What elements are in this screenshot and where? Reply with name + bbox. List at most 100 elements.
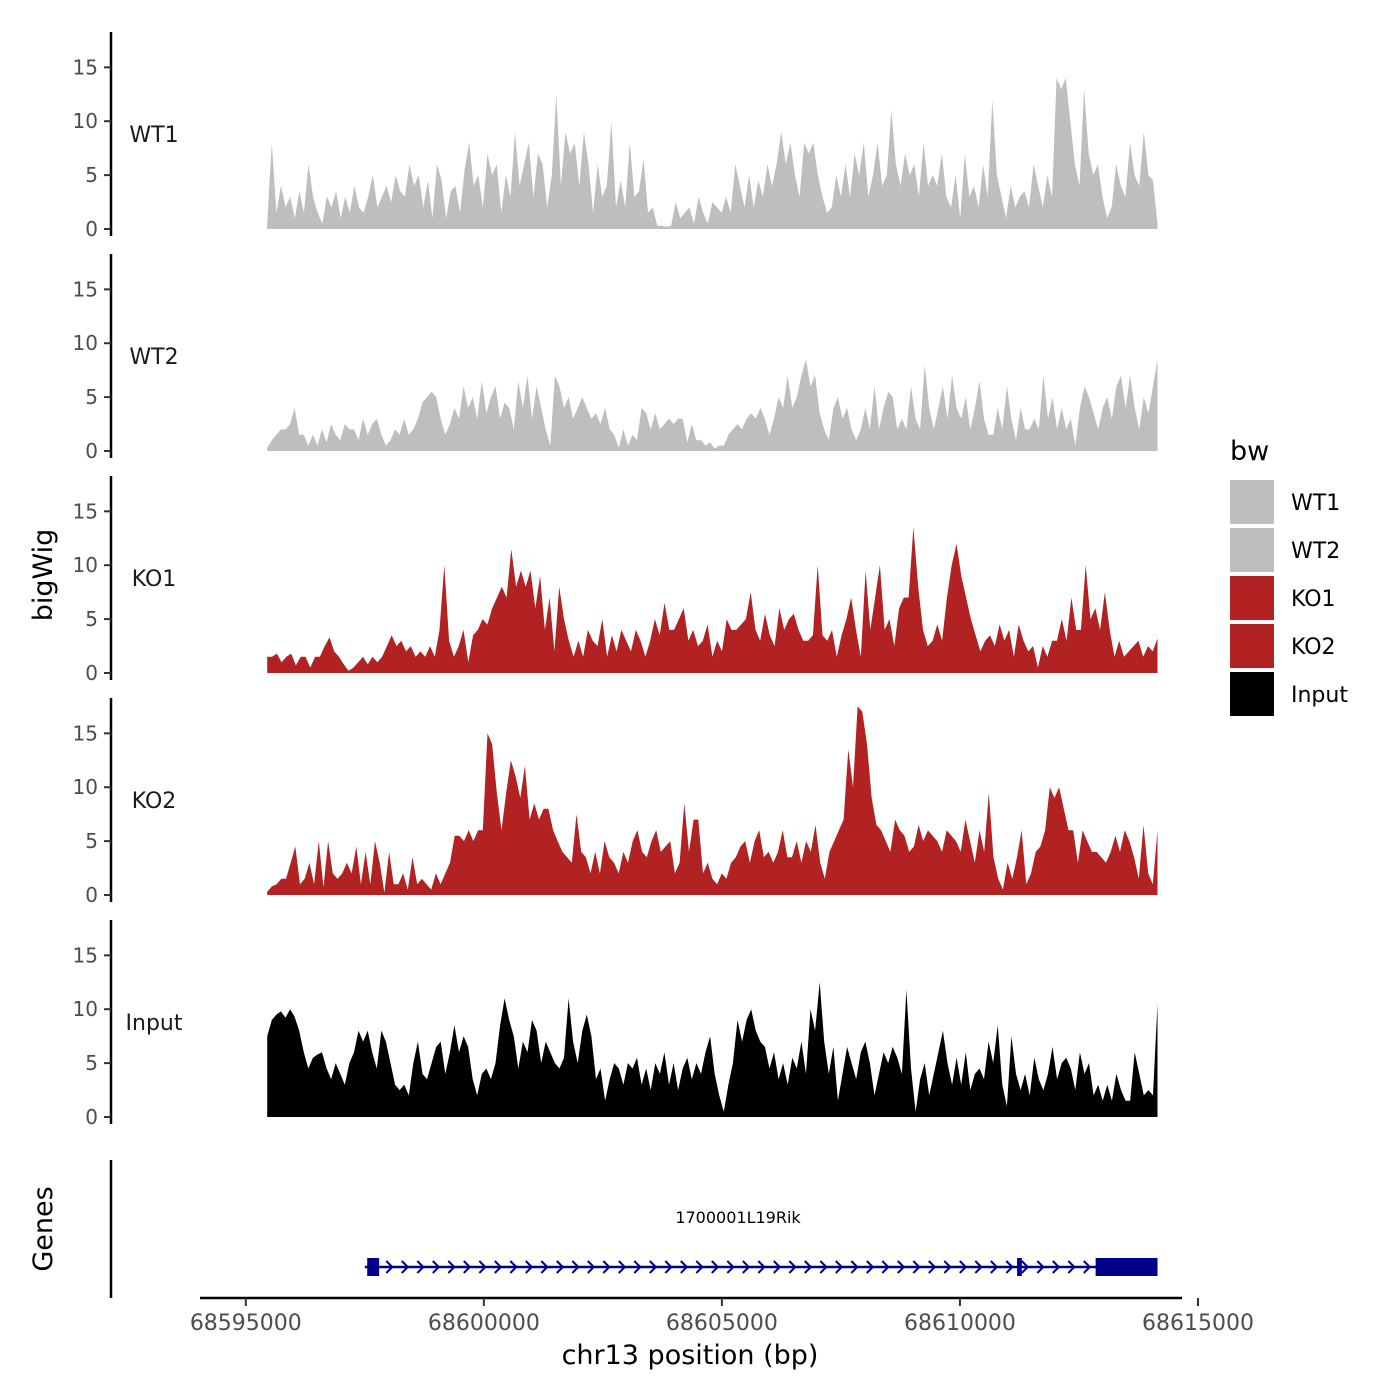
legend: bw WT1 WT2 KO1 KO2 Input xyxy=(1230,436,1348,716)
strand-arrow xyxy=(974,1260,983,1274)
gene-exon xyxy=(1095,1258,1158,1276)
strand-arrow xyxy=(618,1260,627,1274)
y-tick-label: 10 xyxy=(73,775,98,799)
strand-arrow xyxy=(1005,1260,1014,1274)
gene-exon xyxy=(1017,1258,1022,1276)
gene-panel: 1700001L19Rik xyxy=(109,1160,1158,1298)
strand-arrow xyxy=(447,1260,456,1274)
strand-arrow xyxy=(695,1260,704,1274)
track-label: WT2 xyxy=(129,345,178,370)
strand-arrow xyxy=(525,1260,534,1274)
strand-arrow xyxy=(757,1260,766,1274)
y-tick-label: 5 xyxy=(85,607,98,631)
legend-key-wt2 xyxy=(1230,528,1274,572)
strand-arrow xyxy=(1052,1260,1061,1274)
track-ko2: 0 5 10 15 KO2 xyxy=(73,698,1158,907)
genes-axis-title: Genes xyxy=(28,1186,59,1271)
strand-arrow xyxy=(509,1260,518,1274)
x-tick-label: 68605000 xyxy=(666,1311,778,1336)
y-tick-label: 5 xyxy=(85,829,98,853)
strand-arrow xyxy=(1021,1260,1030,1274)
y-tick-label: 0 xyxy=(85,1105,98,1129)
strand-arrow xyxy=(773,1260,782,1274)
legend-label: Input xyxy=(1291,683,1348,708)
area-ko2 xyxy=(267,706,1158,895)
y-tick-label: 10 xyxy=(73,331,98,355)
strand-arrow xyxy=(788,1260,797,1274)
strand-arrow xyxy=(664,1260,673,1274)
strand-arrow xyxy=(943,1260,952,1274)
track-wt2: 0 5 10 15 WT2 xyxy=(73,254,1158,463)
legend-label: KO2 xyxy=(1291,635,1336,660)
strand-arrow xyxy=(478,1260,487,1274)
strand-arrow xyxy=(742,1260,751,1274)
strand-arrow xyxy=(835,1260,844,1274)
y-tick-label: 0 xyxy=(85,217,98,241)
strand-arrow xyxy=(587,1260,596,1274)
strand-arrow xyxy=(416,1260,425,1274)
legend-label: WT2 xyxy=(1291,539,1340,564)
strand-arrow xyxy=(680,1260,689,1274)
track-ko1: 0 5 10 15 KO1 xyxy=(73,476,1158,685)
x-tick-label: 68600000 xyxy=(428,1311,540,1336)
y-tick-label: 0 xyxy=(85,439,98,463)
x-axis-title: chr13 position (bp) xyxy=(562,1340,819,1371)
strand-arrow xyxy=(881,1260,890,1274)
y-tick-label: 5 xyxy=(85,385,98,409)
strand-arrow xyxy=(385,1260,394,1274)
x-tick-label: 68610000 xyxy=(904,1311,1016,1336)
y-tick-label: 10 xyxy=(73,553,98,577)
strand-arrow xyxy=(463,1260,472,1274)
area-wt1 xyxy=(267,78,1158,229)
strand-arrow xyxy=(711,1260,720,1274)
strand-arrow xyxy=(866,1260,875,1274)
track-wt1: 0 5 10 15 WT1 xyxy=(73,32,1158,241)
strand-arrow xyxy=(432,1260,441,1274)
gene-exon xyxy=(367,1258,380,1276)
x-axis: 68595000 68600000 68605000 68610000 68615000 xyxy=(190,1296,1254,1336)
y-tick-label: 0 xyxy=(85,883,98,907)
y-tick-label: 15 xyxy=(73,943,98,967)
strand-arrow xyxy=(649,1260,658,1274)
area-input xyxy=(267,982,1158,1117)
strand-arrow xyxy=(540,1260,549,1274)
strand-arrow xyxy=(897,1260,906,1274)
x-tick-label: 68595000 xyxy=(190,1311,302,1336)
y-tick-label: 10 xyxy=(73,109,98,133)
legend-label: WT1 xyxy=(1291,491,1340,516)
strand-arrow xyxy=(819,1260,828,1274)
strand-arrow xyxy=(990,1260,999,1274)
legend-key-ko1 xyxy=(1230,576,1274,620)
track-label: WT1 xyxy=(129,123,178,148)
y-tick-label: 5 xyxy=(85,163,98,187)
strand-arrow xyxy=(494,1260,503,1274)
strand-arrow xyxy=(1083,1260,1092,1274)
strand-arrow xyxy=(602,1260,611,1274)
strand-arrow xyxy=(959,1260,968,1274)
y-tick-label: 0 xyxy=(85,661,98,685)
strand-arrow xyxy=(850,1260,859,1274)
strand-arrow xyxy=(726,1260,735,1274)
track-label: KO1 xyxy=(132,567,177,592)
y-tick-label: 5 xyxy=(85,1051,98,1075)
y-tick-label: 15 xyxy=(73,499,98,523)
strand-arrow xyxy=(1067,1260,1076,1274)
strand-arrow xyxy=(804,1260,813,1274)
y-tick-label: 15 xyxy=(73,721,98,745)
strand-arrow xyxy=(401,1260,410,1274)
strand-arrow xyxy=(556,1260,565,1274)
y-tick-label: 15 xyxy=(73,55,98,79)
y-tick-label: 15 xyxy=(73,277,98,301)
y-tick-label: 10 xyxy=(73,997,98,1021)
strand-arrow xyxy=(1036,1260,1045,1274)
strand-arrow xyxy=(912,1260,921,1274)
legend-key-ko2 xyxy=(1230,624,1274,668)
strand-arrow xyxy=(633,1260,642,1274)
track-label: KO2 xyxy=(132,789,177,814)
legend-title: bw xyxy=(1230,436,1269,467)
x-tick-label: 68615000 xyxy=(1142,1311,1254,1336)
area-wt2 xyxy=(267,359,1158,451)
track-label: Input xyxy=(126,1011,183,1036)
legend-label: KO1 xyxy=(1291,587,1336,612)
